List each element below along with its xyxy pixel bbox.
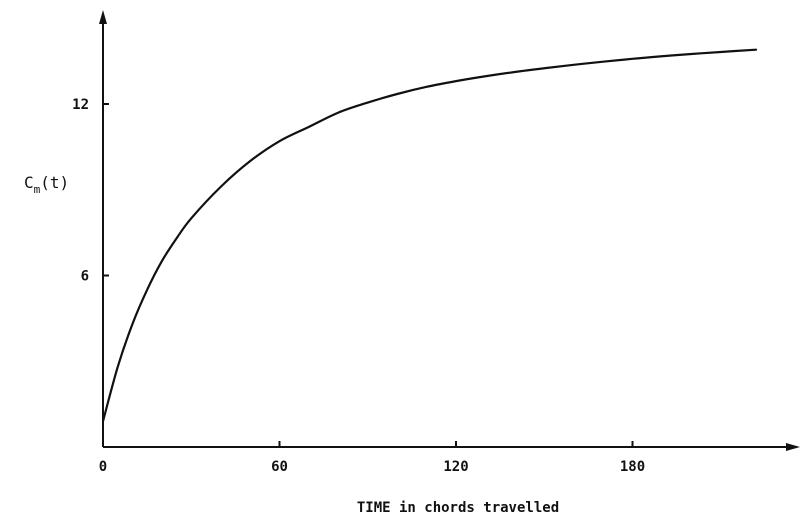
y-axis-title-main: C [24,173,34,192]
y-axis-title: Cm(t) [24,173,69,196]
series-line-0 [101,48,758,423]
y-axis-arrow [99,10,107,24]
ticks: 0 60 120 180 6 12 [72,97,645,475]
y-tick-label: 6 [81,269,89,285]
x-axis-arrow [786,443,800,451]
y-axis-title-subscript: m [34,183,41,196]
y-tick-label: 12 [72,97,89,113]
axes [99,10,800,451]
x-tick-label: 120 [443,459,468,475]
series [101,48,758,423]
x-axis-title: TIME in chords travelled [357,500,559,516]
labels: TIME in chords travelled Cm(t) [24,173,559,516]
x-tick-label: 0 [99,459,107,475]
x-tick-label: 60 [271,459,288,475]
y-axis-title-suffix: (t) [40,173,69,192]
x-tick-label: 180 [620,459,645,475]
